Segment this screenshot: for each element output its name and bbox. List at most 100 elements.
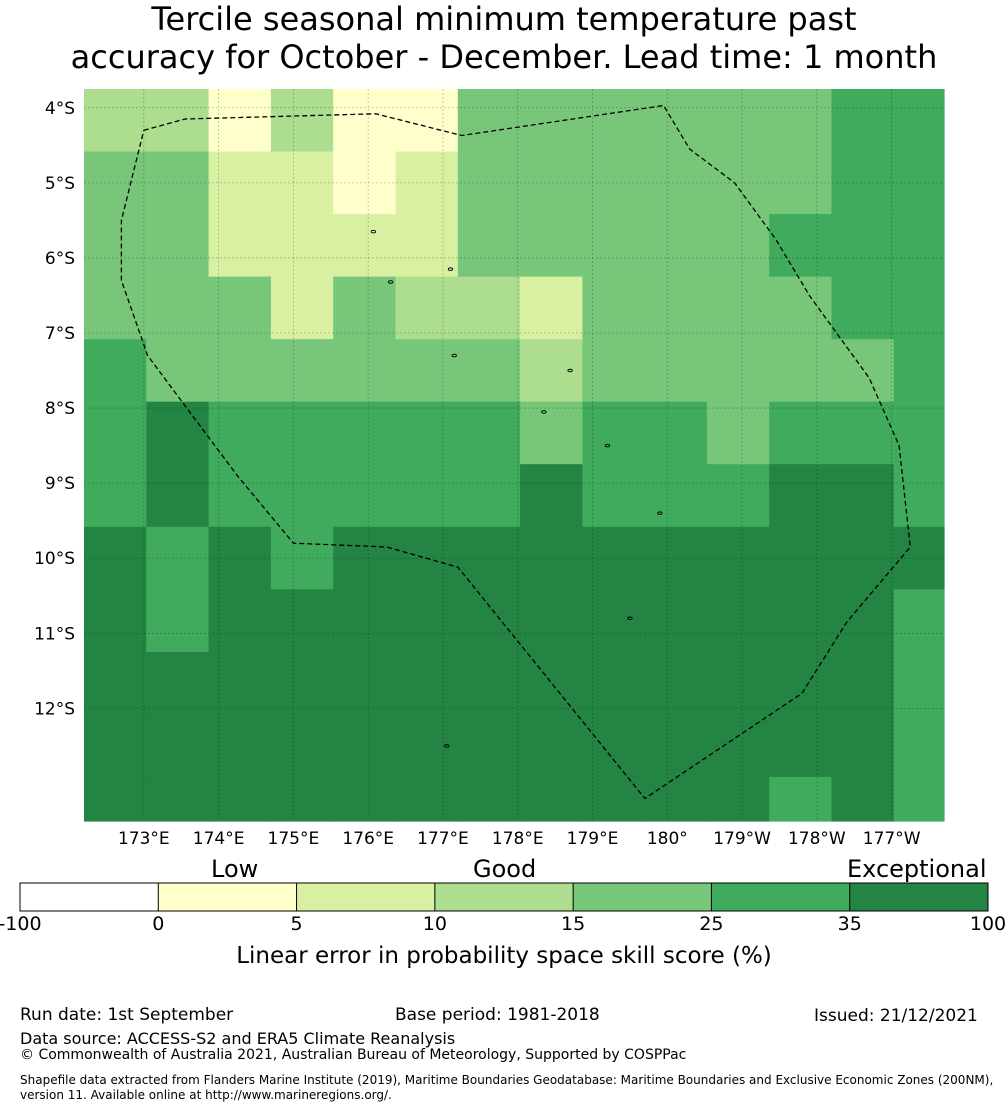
heatmap-cell (208, 401, 272, 465)
heatmap-cell (146, 714, 210, 778)
heatmap-cell (146, 651, 210, 715)
heatmap-cell (395, 464, 459, 528)
heatmap-cell (270, 589, 334, 653)
colorbar-tick-label: 0 (152, 913, 165, 935)
data-source: Data source: ACCESS-S2 and ERA5 Climate … (20, 1029, 456, 1048)
x-tick-label: 177°W (863, 829, 921, 849)
heatmap-cell (520, 214, 583, 278)
heatmap-cell (84, 776, 147, 822)
heatmap-cell (644, 776, 708, 822)
heatmap-cell (395, 214, 459, 278)
shapefile-credit-line-2: version 11. Available online at http://w… (20, 1088, 392, 1102)
heatmap-cell (769, 214, 833, 278)
island-outline (627, 616, 633, 621)
heatmap-cell (644, 214, 708, 278)
heatmap-cell (831, 651, 895, 715)
heatmap-cell (208, 526, 272, 590)
island-outline (370, 229, 377, 234)
heatmap-cell (831, 151, 895, 215)
heatmap-cell (395, 714, 459, 778)
heatmap-cell (893, 276, 945, 340)
heatmap-cell (644, 464, 708, 528)
heatmap-cell (582, 214, 646, 278)
heatmap-cell (831, 214, 895, 278)
colorbar-tick-label: 25 (699, 913, 724, 935)
colorbar-tick-label: 5 (290, 913, 303, 935)
heatmap-cell (333, 714, 397, 778)
heatmap-cell (84, 401, 147, 465)
colorbar-segment (434, 883, 574, 911)
heatmap-cell (208, 464, 272, 528)
chart-title-line-2: accuracy for October - December. Lead ti… (70, 38, 938, 76)
heatmap-cell (582, 89, 646, 153)
heatmap-cell (208, 714, 272, 778)
heatmap-cell (84, 214, 147, 278)
shapefile-credit-line-1: Shapefile data extracted from Flanders M… (20, 1073, 994, 1087)
heatmap-cell (769, 714, 833, 778)
heatmap-cell (333, 526, 397, 590)
heatmap-cell (457, 714, 521, 778)
heatmap-cell (270, 651, 334, 715)
heatmap-cell (706, 714, 770, 778)
heatmap-cell (582, 401, 646, 465)
heatmap-cell (395, 276, 459, 340)
heatmap-cell (582, 526, 646, 590)
base-period: Base period: 1981-2018 (395, 1005, 600, 1025)
heatmap-cell (582, 276, 646, 340)
run-date: Run date: 1st September (20, 1005, 234, 1025)
heatmap-cell (208, 651, 272, 715)
category-good-label: Good (473, 855, 537, 883)
heatmap-cell (270, 151, 334, 215)
heatmap-cell (208, 151, 272, 215)
map-gridlines (84, 89, 944, 821)
heatmap-cell (270, 526, 334, 590)
heatmap-cell (333, 89, 397, 153)
y-tick-label: 5°S (45, 174, 75, 194)
heatmap-cell (893, 339, 945, 403)
heatmap-cell (146, 776, 210, 822)
heatmap-cell (644, 339, 708, 403)
colorbar (19, 882, 989, 912)
y-tick-label: 10°S (34, 549, 75, 569)
y-tick-label: 7°S (45, 324, 75, 344)
heatmap-cell (582, 464, 646, 528)
heatmap-cell (270, 276, 334, 340)
heatmap-cell (457, 589, 521, 653)
heatmap-cell (706, 464, 770, 528)
heatmap-cell (831, 776, 895, 822)
x-tick-label: 175°E (268, 829, 320, 849)
colorbar-segment (711, 883, 850, 911)
colorbar-label: Linear error in probability space skill … (236, 943, 772, 969)
heatmap-cell (769, 526, 833, 590)
heatmap-cell (333, 276, 397, 340)
heatmap-cell (706, 589, 770, 653)
heatmap-cell (706, 401, 770, 465)
heatmap-cell (520, 776, 583, 822)
colorbar-segment (573, 883, 712, 911)
colorbar-frame (19, 882, 989, 912)
x-tick-label: 179°W (713, 829, 771, 849)
colorbar-segment (296, 883, 435, 911)
colorbar-tick-label: 10 (422, 913, 447, 935)
heatmap-cell (706, 526, 770, 590)
heatmap-cell (831, 276, 895, 340)
heatmap-cell (644, 276, 708, 340)
heatmap-cell (333, 651, 397, 715)
heatmap-cell (333, 401, 397, 465)
heatmap-cell (644, 526, 708, 590)
heatmap-cell (270, 89, 334, 153)
heatmap-cell (831, 714, 895, 778)
heatmap-cell (582, 651, 646, 715)
heatmap-cell (457, 776, 521, 822)
island-outline (604, 443, 611, 448)
heatmap-cell (831, 401, 895, 465)
heatmap-cell (84, 651, 147, 715)
colorbar-tick-label: -100 (0, 913, 42, 935)
heatmap-cell (146, 151, 210, 215)
y-tick-label: 4°S (45, 99, 75, 119)
heatmap-cell (831, 526, 895, 590)
axis-ticks: 173°E 174°E 175°E 176°E 177°E 178°E 179°E 180° 1… (34, 99, 921, 849)
heatmap-cell (457, 651, 521, 715)
x-tick-label: 180° (647, 829, 688, 849)
heatmap-cell (208, 214, 272, 278)
